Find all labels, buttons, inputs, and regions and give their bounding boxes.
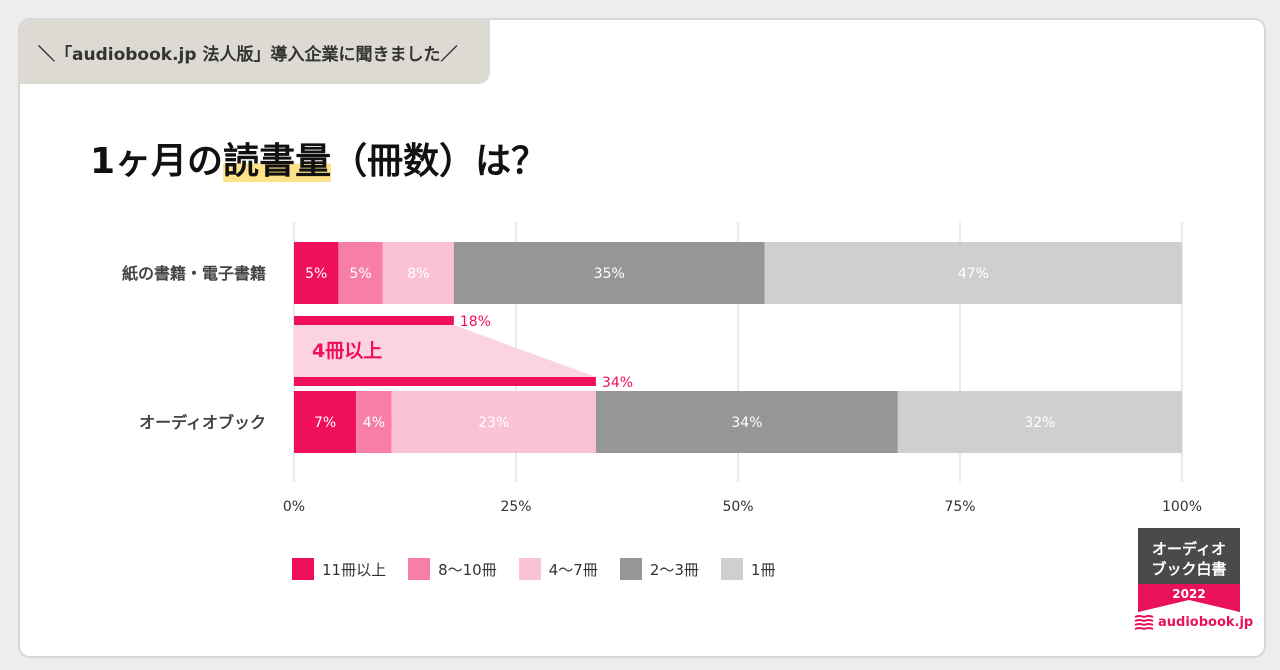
annotation-band — [294, 325, 596, 377]
legend-label: 4〜7冊 — [548, 560, 598, 579]
card: ＼「audiobook.jp 法人版」導入企業に聞きました／ 1ヶ月の読書量（冊… — [18, 18, 1266, 658]
legend-swatch — [619, 558, 642, 580]
annotation-value-label: 34% — [602, 375, 633, 391]
badge-line2: ブック白書 — [1151, 560, 1226, 578]
bar-segment — [294, 242, 339, 304]
bar-segment — [453, 242, 765, 304]
data-label: 5% — [349, 266, 371, 282]
annotation-label: 4冊以上 — [312, 340, 382, 362]
badge-year: 2022 — [1172, 587, 1205, 601]
legend-label: 1冊 — [750, 560, 776, 579]
legend-label: 11冊以上 — [322, 560, 387, 579]
legend-swatch — [292, 558, 314, 580]
annotation-value-label: 18% — [460, 314, 491, 330]
legend-item: 11冊以上 — [292, 558, 386, 580]
badge-ribbon — [1138, 584, 1240, 612]
data-label: 35% — [594, 266, 625, 282]
book-stack-icon — [1134, 615, 1154, 630]
badge-line1: オーディオ — [1152, 540, 1226, 558]
x-tick-label: 50% — [722, 499, 753, 515]
x-tick-label: 75% — [944, 499, 975, 515]
legend-swatch — [720, 558, 743, 580]
annotation-bar — [294, 316, 454, 325]
data-label: 34% — [731, 415, 762, 431]
bar-segment — [764, 242, 1182, 304]
data-label: 32% — [1024, 415, 1055, 431]
legend-label: 8〜10冊 — [438, 560, 497, 579]
title-pre: 1ヶ月の — [90, 141, 224, 182]
bar-segment — [897, 391, 1182, 453]
x-tick-label: 25% — [500, 499, 531, 515]
legend-item: 2〜3冊 — [619, 558, 699, 580]
legend-item: 8〜10冊 — [408, 558, 497, 580]
legend-swatch — [408, 558, 431, 580]
x-tick-label: 0% — [283, 499, 305, 515]
legend-swatch — [518, 558, 541, 580]
data-label: 4% — [363, 415, 385, 431]
bar-segment — [595, 391, 898, 453]
bar-segment — [356, 391, 392, 453]
legend-label: 2〜3冊 — [649, 560, 699, 579]
audiobook-logo: audiobook.jp — [1134, 614, 1253, 630]
category-label: オーディオブック — [139, 413, 266, 432]
data-label: 7% — [314, 415, 336, 431]
logo-text: audiobook.jp — [1158, 614, 1254, 630]
bar-segment — [391, 391, 596, 453]
data-label: 47% — [958, 266, 989, 282]
legend-item: 4〜7冊 — [518, 558, 598, 580]
bar-segment — [338, 242, 383, 304]
bar-segment — [294, 391, 357, 453]
white-paper-badge: オーディオ ブック白書 2022 — [1138, 528, 1240, 612]
title-post: （冊数）は？ — [331, 141, 548, 182]
category-label: 紙の書籍・電子書籍 — [122, 264, 266, 283]
data-label: 23% — [478, 415, 509, 431]
title-highlight: 読書量 — [223, 141, 332, 182]
annotation-bar — [294, 377, 596, 386]
x-tick-label: 100% — [1162, 499, 1202, 515]
legend-item: 1冊 — [720, 558, 776, 580]
bar-segment — [382, 242, 454, 304]
chart-legend: 11冊以上 8〜10冊 4〜7冊 2〜3冊 1冊 — [292, 558, 775, 580]
data-label: 5% — [305, 266, 327, 282]
survey-banner: ＼「audiobook.jp 法人版」導入企業に聞きました／ — [20, 20, 490, 84]
page-title: 1ヶ月の読書量（冊数）は？ — [90, 132, 547, 184]
banner-text: ＼「audiobook.jp 法人版」導入企業に聞きました／ — [38, 44, 458, 65]
data-label: 8% — [407, 266, 429, 282]
